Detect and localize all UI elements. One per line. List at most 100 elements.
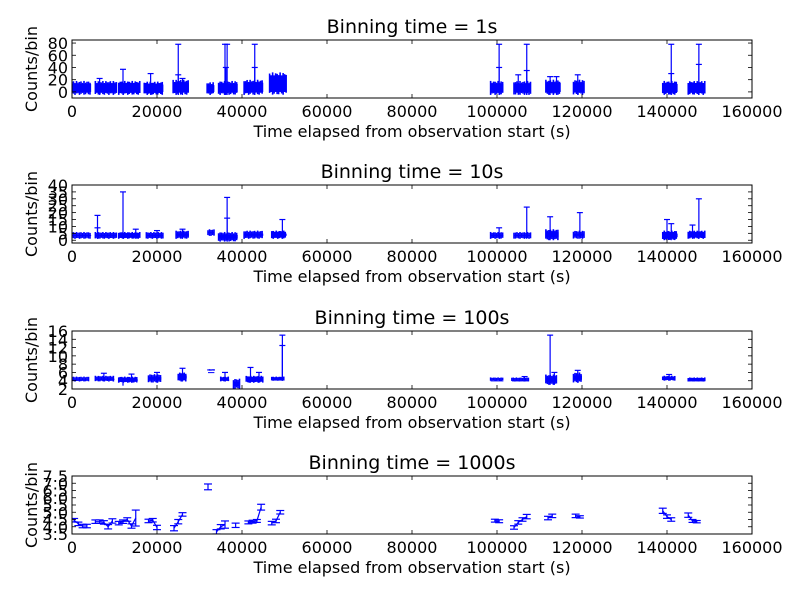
y-tick-label: 20	[48, 204, 68, 223]
x-tick-label: 20000	[132, 538, 183, 557]
data-segment	[145, 229, 164, 239]
x-tick-label: 120000	[551, 247, 612, 266]
x-tick-label: 60000	[302, 393, 353, 412]
data-series	[244, 503, 266, 525]
x-tick-label: 100000	[466, 247, 527, 266]
data-block	[244, 233, 264, 236]
data-block	[118, 379, 138, 381]
x-tick-label: 0	[67, 538, 77, 557]
data-block	[95, 234, 117, 236]
data-segment	[511, 375, 530, 382]
y-tick-label: 4.0	[43, 518, 68, 537]
y-axis-label: Counts/bin	[22, 317, 41, 403]
data-segment	[94, 372, 115, 382]
data-layer	[72, 334, 706, 389]
data-block	[95, 83, 117, 92]
data-block	[545, 82, 561, 92]
data-series	[114, 509, 140, 529]
y-tick-label: 0	[58, 83, 68, 102]
data-block	[490, 83, 504, 92]
data-series	[204, 483, 212, 491]
data-block	[72, 234, 92, 236]
data-block	[514, 83, 531, 92]
series-line	[248, 506, 262, 523]
panel-3: 0 20000 40000 60000 80000 100000 120000 140000 1…	[22, 307, 783, 432]
data-segment	[72, 231, 92, 239]
data-segment	[513, 43, 532, 95]
data-segment	[661, 218, 678, 241]
x-tick-label: 40000	[217, 102, 268, 121]
data-layer	[72, 191, 706, 242]
x-axis-label: Time elapsed from observation start (s)	[252, 267, 570, 286]
y-tick-label: 20	[48, 71, 68, 90]
y-tick-label: 5.5	[43, 496, 68, 515]
x-tick-label: 60000	[302, 247, 353, 266]
y-tick-label: 10	[48, 347, 68, 366]
data-segment	[572, 369, 582, 383]
x-tick-label: 100000	[466, 102, 527, 121]
data-block	[118, 234, 140, 236]
x-tick-label: 160000	[721, 102, 782, 121]
data-block	[545, 232, 559, 238]
data-series	[212, 520, 229, 534]
x-tick-label: 0	[67, 247, 77, 266]
data-block	[688, 380, 706, 382]
data-block	[233, 381, 240, 386]
y-tick-label: 60	[48, 46, 68, 65]
x-tick-label: 20000	[132, 393, 183, 412]
data-series	[658, 507, 676, 522]
data-segment	[217, 43, 238, 95]
chart-title: Binning time = 1s	[327, 16, 498, 38]
data-segment	[175, 228, 189, 239]
data-series	[544, 513, 557, 521]
data-series	[571, 513, 584, 519]
data-block	[118, 83, 140, 92]
data-segment	[545, 216, 559, 241]
data-block	[244, 82, 264, 92]
data-segment	[243, 230, 264, 239]
data-segment	[270, 334, 286, 381]
data-segment	[94, 77, 118, 95]
panel-4: 0 20000 40000 60000 80000 100000 120000 140000 1…	[22, 452, 783, 577]
y-tick-label: 5	[58, 224, 68, 243]
data-block	[511, 380, 529, 382]
data-segment	[207, 229, 215, 236]
x-tick-label: 80000	[387, 247, 438, 266]
data-segment	[117, 191, 141, 239]
data-block	[95, 378, 115, 380]
data-block	[688, 233, 706, 236]
y-tick-label: 40	[48, 176, 68, 195]
data-series	[91, 518, 117, 530]
data-block	[148, 377, 162, 380]
x-tick-label: 160000	[721, 393, 782, 412]
data-block	[545, 377, 557, 382]
y-tick-label: 0	[58, 231, 68, 250]
y-tick-label: 25	[48, 197, 68, 216]
data-segment	[217, 196, 238, 242]
data-segment	[572, 74, 585, 95]
y-tick-label: 4	[58, 372, 68, 391]
data-series	[490, 518, 504, 524]
data-segment	[207, 369, 215, 374]
series-line	[494, 520, 500, 522]
data-block	[490, 380, 504, 382]
y-tick-label: 7.5	[43, 467, 68, 486]
y-tick-label: 15	[48, 211, 68, 230]
panel-2: 0 20000 40000 60000 80000 100000 120000 140000 1…	[22, 161, 783, 286]
data-segment	[270, 218, 287, 239]
data-layer	[72, 483, 701, 534]
data-block	[662, 83, 678, 92]
chart-title: Binning time = 1000s	[309, 452, 516, 474]
x-tick-label: 40000	[217, 538, 268, 557]
data-series	[267, 509, 285, 526]
y-tick-label: 10	[48, 217, 68, 236]
x-tick-label: 80000	[387, 538, 438, 557]
data-block	[72, 83, 92, 92]
x-tick-label: 140000	[636, 247, 697, 266]
x-tick-label: 120000	[551, 393, 612, 412]
y-axis-label: Counts/bin	[22, 26, 41, 112]
y-tick-label: 7.0	[43, 474, 68, 493]
data-segment	[687, 377, 706, 382]
x-tick-label: 120000	[551, 538, 612, 557]
